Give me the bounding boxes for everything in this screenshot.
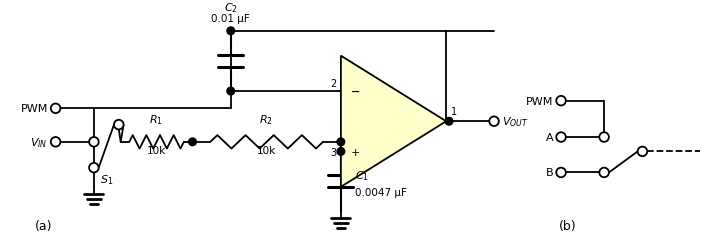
Polygon shape <box>341 56 446 187</box>
Circle shape <box>89 163 99 173</box>
Circle shape <box>557 168 566 177</box>
Text: $C_2$: $C_2$ <box>224 1 238 14</box>
Text: B: B <box>546 168 554 178</box>
Text: A: A <box>546 132 554 142</box>
Text: 10k: 10k <box>146 145 166 155</box>
Text: $S_1$: $S_1$ <box>99 173 113 186</box>
Text: $V_{IN}$: $V_{IN}$ <box>30 136 48 149</box>
Text: $C_1$: $C_1$ <box>355 169 369 182</box>
Circle shape <box>557 133 566 142</box>
Circle shape <box>599 168 609 177</box>
Text: $V_{OUT}$: $V_{OUT}$ <box>502 115 528 129</box>
Circle shape <box>227 28 234 36</box>
Circle shape <box>337 148 345 156</box>
Text: 0.0047 μF: 0.0047 μF <box>355 187 407 197</box>
Text: −: − <box>350 87 360 97</box>
Text: 0.01 μF: 0.01 μF <box>211 14 250 24</box>
Circle shape <box>446 118 453 126</box>
Circle shape <box>50 104 61 114</box>
Text: 2: 2 <box>329 79 336 89</box>
Text: PWM: PWM <box>526 96 554 106</box>
Circle shape <box>89 138 99 147</box>
Circle shape <box>189 138 196 146</box>
Text: $R_1$: $R_1$ <box>149 112 163 126</box>
Text: 10k: 10k <box>257 145 276 155</box>
Text: PWM: PWM <box>21 104 48 114</box>
Text: $R_2$: $R_2$ <box>260 112 273 126</box>
Circle shape <box>227 88 234 96</box>
Text: (b): (b) <box>559 219 577 232</box>
Circle shape <box>637 147 647 156</box>
Text: +: + <box>350 148 360 158</box>
Circle shape <box>337 138 345 146</box>
Text: (a): (a) <box>35 219 53 232</box>
Text: 1: 1 <box>451 107 457 117</box>
Text: 3: 3 <box>330 148 336 158</box>
Circle shape <box>490 117 499 126</box>
Circle shape <box>114 120 123 130</box>
Circle shape <box>557 96 566 106</box>
Circle shape <box>599 133 609 142</box>
Circle shape <box>50 138 61 147</box>
